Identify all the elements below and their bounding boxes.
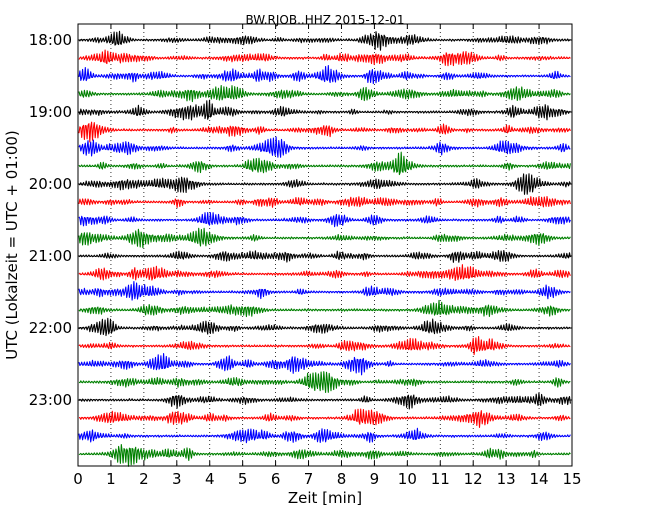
seismic-trace <box>78 227 571 249</box>
seismic-trace <box>78 30 571 51</box>
seismic-trace <box>78 281 571 301</box>
seismic-trace <box>78 65 571 85</box>
x-tick-label: 0 <box>73 470 83 488</box>
seismic-trace <box>78 427 571 444</box>
x-tick-label: 2 <box>139 470 149 488</box>
seismic-trace <box>78 408 571 428</box>
x-tick-label: 3 <box>172 470 182 488</box>
x-tick-label: 6 <box>271 470 281 488</box>
x-tick-label: 11 <box>431 470 450 488</box>
seismic-trace <box>78 299 571 318</box>
seismic-trace <box>78 336 571 356</box>
seismic-trace <box>78 317 571 337</box>
seismic-traces <box>78 30 571 467</box>
y-tick-label: 19:00 <box>29 103 72 121</box>
grid-lines <box>110 24 540 466</box>
x-tick-label: 4 <box>205 470 215 488</box>
x-tick-label: 10 <box>398 470 417 488</box>
x-tick-label: 15 <box>562 470 581 488</box>
y-tick-label: 22:00 <box>29 319 72 337</box>
seismic-trace <box>78 264 571 281</box>
x-tick-label: 9 <box>370 470 380 488</box>
y-tick-label: 18:00 <box>29 31 72 49</box>
y-tick-label: 23:00 <box>29 391 72 409</box>
x-tick-label: 12 <box>464 470 483 488</box>
x-tick-label: 8 <box>337 470 347 488</box>
seismic-trace <box>78 173 571 195</box>
seismic-trace <box>78 85 571 103</box>
seismic-trace <box>78 392 571 410</box>
seismic-trace <box>78 211 571 228</box>
seismic-trace <box>78 121 571 143</box>
seismic-trace <box>78 444 571 467</box>
seismic-trace <box>78 353 571 376</box>
x-tick-label: 5 <box>238 470 248 488</box>
seismic-trace <box>78 249 571 263</box>
seismic-trace <box>78 49 571 67</box>
seismic-trace <box>78 99 571 121</box>
x-tick-label: 1 <box>106 470 116 488</box>
x-tick-label: 7 <box>304 470 314 488</box>
chart-title: BW.RJOB..HHZ 2015-12-01 <box>245 13 404 27</box>
y-tick-label: 20:00 <box>29 175 72 193</box>
seismic-trace <box>78 136 571 158</box>
y-axis-label: UTC (Lokalzeit = UTC + 01:00) <box>3 130 21 360</box>
x-tick-label: 13 <box>497 470 516 488</box>
seismic-trace <box>78 196 571 209</box>
seismic-trace <box>78 151 571 176</box>
y-tick-label: 21:00 <box>29 247 72 265</box>
seismic-trace <box>78 371 571 394</box>
x-axis-label: Zeit [min] <box>288 489 362 507</box>
axis-ticks: 0 1 2 3 4 5 6 7 8 9 10 11 12 13 14 1518:0019:0020:0021:… <box>29 24 582 488</box>
x-tick-label: 14 <box>530 470 549 488</box>
plot-area-frame <box>77 23 573 467</box>
